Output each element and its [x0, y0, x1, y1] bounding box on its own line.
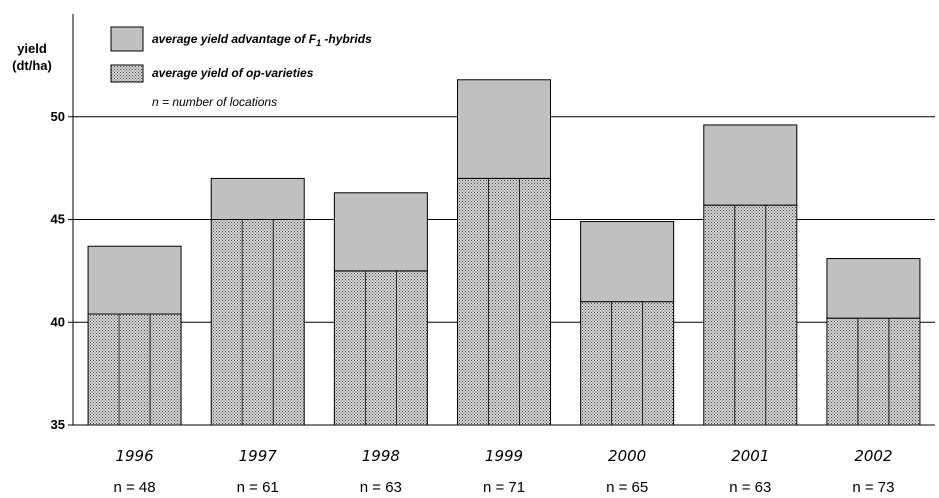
bar-hybrid-1999 [457, 79, 551, 179]
bar-op-1998 [333, 270, 428, 426]
x-tick-label-1998: 1998 [362, 447, 400, 465]
x-tick-label-2001: 2001 [731, 447, 769, 465]
y-axis-label-line1: yield [17, 41, 47, 56]
bar-op-1996 [87, 313, 182, 426]
legend-label-hybrid: average yield advantage of F1 -hybrids [152, 32, 372, 48]
y-tick-label-45: 45 [51, 212, 65, 227]
y-tick-label-35: 35 [51, 417, 65, 432]
bar-hybrid-1997 [210, 177, 305, 220]
y-tick-label-40: 40 [51, 314, 65, 329]
bar-op-2000 [580, 301, 675, 426]
x-tick-label-1996: 1996 [115, 447, 153, 465]
bars [87, 79, 921, 426]
legend-hybrid-sub: 1 [316, 38, 321, 48]
y-axis-label-line2: (dt/ha) [12, 58, 52, 73]
legend-hybrid-text: average yield advantage of F [152, 32, 317, 46]
x-tick-label-1999: 1999 [485, 447, 523, 465]
bar-hybrid-1996 [87, 245, 182, 315]
legend-swatch-op [110, 64, 144, 83]
axes [68, 14, 935, 426]
y-tick-label-50: 50 [51, 109, 65, 124]
x-tick-label-1997: 1997 [239, 447, 278, 465]
n-label-1998: n = 63 [360, 479, 402, 496]
y-axis-label: yield (dt/ha) [4, 40, 60, 74]
bar-op-1997 [210, 219, 305, 426]
x-tick-label-2000: 2000 [608, 447, 646, 465]
bar-hybrid-2002 [826, 258, 921, 319]
legend-swatch-hybrid [110, 26, 144, 52]
legend: average yield advantage of F1 -hybrids a… [110, 26, 372, 109]
legend-note: n = number of locations [152, 95, 277, 109]
bar-op-2001 [703, 204, 798, 426]
bar-hybrid-1998 [333, 192, 428, 272]
n-label-1999: n = 71 [483, 479, 525, 496]
bar-hybrid-2000 [580, 221, 675, 303]
bar-op-2002 [826, 317, 921, 426]
n-label-2002: n = 73 [852, 479, 894, 496]
n-label-1997: n = 61 [237, 479, 279, 496]
n-label-2001: n = 63 [729, 479, 771, 496]
bar-op-1999 [457, 177, 551, 426]
bar-hybrid-2001 [703, 124, 798, 206]
n-label-2000: n = 65 [606, 479, 648, 496]
tick-labels: 35 40 45 50 1996 n = 48 1997 n = 61 1998 n = 63 19… [51, 109, 895, 496]
legend-hybrid-suffix: -hybrids [321, 32, 372, 46]
n-label-1996: n = 48 [114, 479, 156, 496]
legend-label-op: average yield of op-varieties [152, 66, 314, 80]
x-tick-label-2002: 2002 [854, 447, 892, 465]
